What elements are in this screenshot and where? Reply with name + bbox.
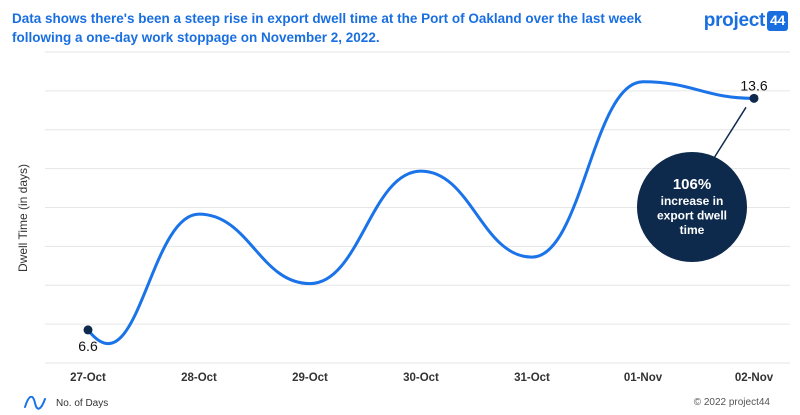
x-tick-label: 01-Nov xyxy=(624,372,663,384)
x-tick-label: 30-Oct xyxy=(403,372,439,384)
legend-line-icon xyxy=(24,396,46,410)
chart-title: Data shows there's been a steep rise in … xyxy=(12,11,642,45)
logo-number-badge: 44 xyxy=(767,11,788,31)
data-point-label: 13.6 xyxy=(740,77,767,93)
data-point-labels: 6.6 13.6 xyxy=(78,77,768,354)
annotation-text-line: increase in xyxy=(661,194,724,208)
logo-wordmark: project xyxy=(703,10,766,31)
copyright-text: © 2022 project44 xyxy=(693,397,770,408)
data-markers xyxy=(83,93,759,335)
data-marker xyxy=(83,325,93,335)
x-tick-label: 31-Oct xyxy=(514,372,550,384)
annotation-pointer-line xyxy=(713,106,747,159)
annotation-text-line: time xyxy=(680,223,705,237)
annotation-text-line: 106% xyxy=(673,176,711,193)
x-tick-label: 28-Oct xyxy=(181,372,217,384)
y-axis-label: Dwell Time (in days) xyxy=(16,164,30,272)
legend-label: No. of Days xyxy=(56,397,109,409)
x-tick-label: 02-Nov xyxy=(735,372,774,384)
x-tick-label: 27-Oct xyxy=(70,372,106,384)
project44-logo: project 44 xyxy=(704,10,788,32)
series-line-no-of-days xyxy=(86,80,756,345)
data-marker xyxy=(749,93,759,103)
annotation-circle xyxy=(637,152,747,262)
x-tick-label: 29-Oct xyxy=(292,372,328,384)
x-axis-ticks: 27-Oct 28-Oct 29-Oct 30-Oct 31-Oct 01-Nov 02-N… xyxy=(70,372,774,384)
legend: No. of Days xyxy=(24,396,108,410)
annotation-text-line: export dwell xyxy=(657,209,727,223)
data-point-label: 6.6 xyxy=(78,338,98,354)
